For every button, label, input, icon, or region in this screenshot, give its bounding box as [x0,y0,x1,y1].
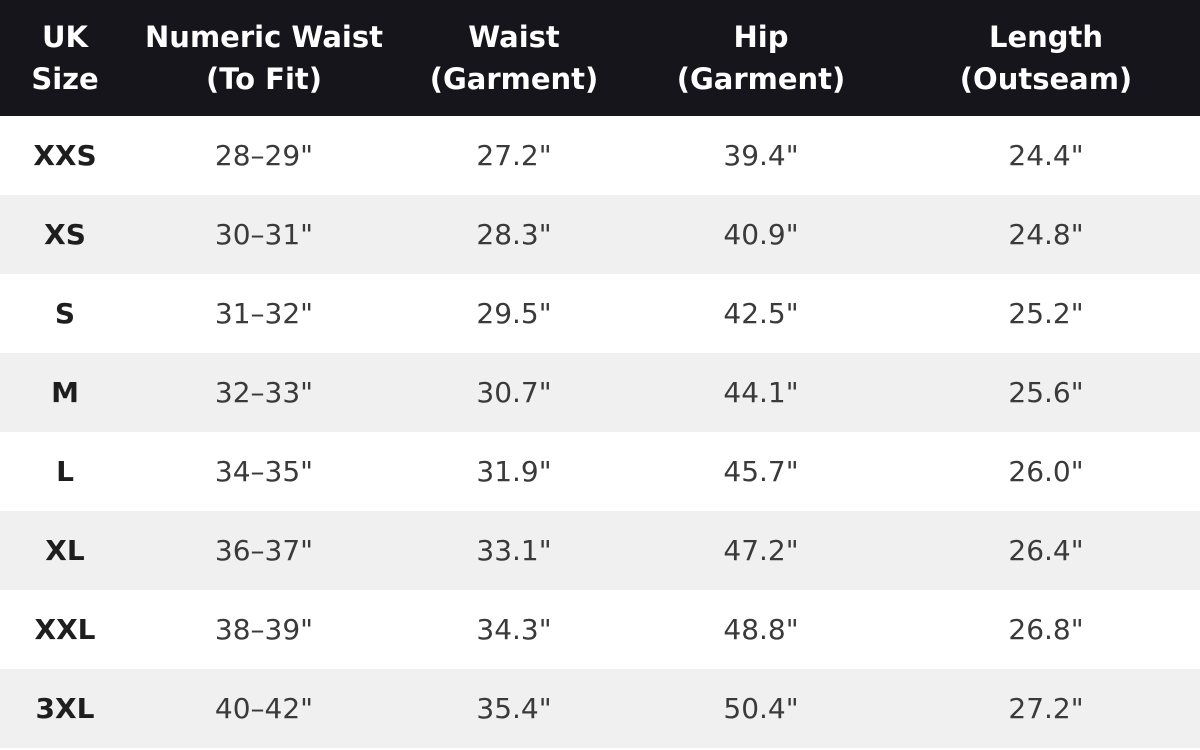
hip-cell: 45.7" [723,455,799,488]
hip-cell: 50.4" [723,692,799,725]
header-line: Waist [468,20,560,54]
header-line: Hip [733,20,789,54]
header-line: Size [31,62,99,96]
size-cell: L [56,455,74,488]
header-line: (Garment) [429,62,599,96]
table-header: UK Size Numeric Waist (To Fit) Waist (Ga… [0,0,1200,116]
header-uk-size: UK Size [0,0,130,116]
numeric-waist-cell: 34–35" [214,455,314,488]
waist-cell: 28.3" [476,218,552,251]
table-row: XXL 38–39" 34.3" 48.8" 26.8" [0,590,1200,669]
table-row: XL 36–37" 33.1" 47.2" 26.4" [0,511,1200,590]
table-row: XS 30–31" 28.3" 40.9" 24.8" [0,195,1200,274]
hip-cell: 39.4" [723,139,799,172]
numeric-waist-cell: 28–29" [214,139,314,172]
size-cell: M [51,376,79,409]
table-row: L 34–35" 31.9" 45.7" 26.0" [0,432,1200,511]
numeric-waist-cell: 31–32" [214,297,314,330]
table-body: XXS 28–29" 27.2" 39.4" 24.4" XS 30–31" 2… [0,116,1200,748]
numeric-waist-cell: 32–33" [214,376,314,409]
waist-cell: 29.5" [476,297,552,330]
length-cell: 26.0" [1008,455,1084,488]
waist-cell: 30.7" [476,376,552,409]
length-cell: 26.8" [1008,613,1084,646]
header-numeric-waist: Numeric Waist (To Fit) [130,0,398,116]
hip-cell: 48.8" [723,613,799,646]
table-row: XXS 28–29" 27.2" 39.4" 24.4" [0,116,1200,195]
length-cell: 25.2" [1008,297,1084,330]
header-line: (Outseam) [959,62,1133,96]
waist-cell: 33.1" [476,534,552,567]
length-cell: 27.2" [1008,692,1084,725]
numeric-waist-cell: 38–39" [214,613,314,646]
size-cell: XL [45,534,85,567]
length-cell: 25.6" [1008,376,1084,409]
size-cell: XXL [34,613,96,646]
table-row: 3XL 40–42" 35.4" 50.4" 27.2" [0,669,1200,748]
waist-cell: 35.4" [476,692,552,725]
size-cell: XXS [33,139,97,172]
length-cell: 26.4" [1008,534,1084,567]
header-line: (Garment) [676,62,846,96]
hip-cell: 42.5" [723,297,799,330]
waist-cell: 31.9" [476,455,552,488]
waist-cell: 34.3" [476,613,552,646]
header-waist-garment: Waist (Garment) [398,0,630,116]
table-row: M 32–33" 30.7" 44.1" 25.6" [0,353,1200,432]
table-row: S 31–32" 29.5" 42.5" 25.2" [0,274,1200,353]
numeric-waist-cell: 30–31" [214,218,314,251]
header-length-outseam: Length (Outseam) [892,0,1200,116]
size-cell: S [54,297,76,330]
numeric-waist-cell: 36–37" [214,534,314,567]
size-cell: XS [44,218,86,251]
header-hip-garment: Hip (Garment) [630,0,892,116]
header-line: Numeric Waist [145,20,383,54]
numeric-waist-cell: 40–42" [214,692,314,725]
hip-cell: 44.1" [723,376,799,409]
length-cell: 24.4" [1008,139,1084,172]
header-row: UK Size Numeric Waist (To Fit) Waist (Ga… [0,0,1200,116]
header-line: (To Fit) [205,62,323,96]
waist-cell: 27.2" [476,139,552,172]
hip-cell: 47.2" [723,534,799,567]
header-line: UK [41,20,89,54]
size-cell: 3XL [35,692,95,725]
length-cell: 24.8" [1008,218,1084,251]
header-line: Length [988,20,1104,54]
hip-cell: 40.9" [723,218,799,251]
